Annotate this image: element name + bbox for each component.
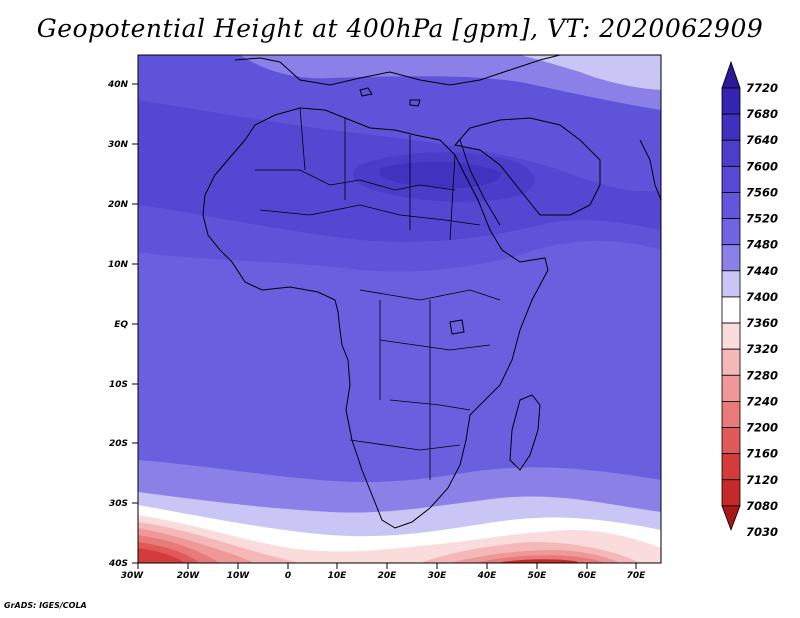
colorbar-top-arrow [721, 60, 741, 89]
border-5 [349, 300, 461, 480]
map-title: Geopotential Height at 400hPa [gpm], VT:… [36, 14, 764, 43]
colorbar-label: 7030 [746, 525, 778, 539]
colorbar-label: 7680 [746, 107, 778, 121]
lake-victoria [449, 319, 465, 335]
europe-coast [234, 55, 561, 86]
border-1 [255, 169, 456, 191]
colorbar-segment [721, 139, 741, 167]
colorbar-label: 7200 [746, 421, 778, 435]
coastlines [202, 55, 661, 529]
colorbar-segment [721, 322, 741, 350]
colorbar-segment [721, 374, 741, 402]
colorbar: 7720 7680 7640 7600 7560 7520 7480 7440 7400 7360… [721, 60, 778, 539]
credit-text: GrADS: IGES/COLA [4, 601, 87, 610]
colorbar-label: 7080 [746, 499, 778, 513]
madagascar [509, 394, 541, 471]
colorbar-label: 7440 [746, 264, 778, 278]
lat-label: 20S [109, 439, 128, 449]
colorbar-segment [721, 165, 741, 193]
colorbar-segment [721, 453, 741, 481]
colorbar-label: 7600 [746, 159, 778, 173]
colorbar-segment [721, 270, 741, 298]
lat-label: EQ [114, 320, 128, 330]
lon-label: 30E [428, 571, 448, 581]
lon-label: 0 [285, 571, 291, 581]
lat-label: 20N [108, 200, 129, 210]
lat-label: 40N [107, 80, 129, 90]
lat-label: 30N [108, 140, 129, 150]
colorbar-label: 7480 [746, 238, 778, 252]
colorbar-segment [721, 348, 741, 376]
colorbar-segment [721, 427, 741, 455]
contour-7440 [240, 55, 661, 110]
contour-7400 [520, 55, 661, 90]
colorbar-segment [721, 401, 741, 428]
colorbar-segment [721, 192, 741, 219]
red-sea [459, 139, 501, 226]
contour-7120 [138, 548, 185, 563]
colorbar-bottom-arrow [721, 505, 741, 532]
border-4 [359, 289, 501, 411]
lon-label: 60E [578, 571, 598, 581]
mediterranean-islands [359, 87, 421, 107]
lon-label: 50E [528, 571, 548, 581]
colorbar-label: 7160 [746, 447, 778, 461]
plot-frame [137, 54, 662, 564]
lon-axis: 30W 20W 10W 0 10E 20E 30E 40E 50E 60E 70… [121, 563, 646, 581]
india-coast [639, 139, 661, 201]
colorbar-segment [721, 296, 741, 324]
colorbar-label: 7640 [746, 133, 778, 147]
lat-label: 10N [108, 260, 129, 270]
lon-label: 20W [177, 571, 201, 581]
colorbar-label: 7120 [746, 473, 778, 487]
africa-coastline [202, 107, 549, 529]
colorbar-segment [721, 244, 741, 272]
lat-axis: 40N 30N 20N 10N EQ 10S 20S 30S 40S [107, 80, 138, 569]
lon-label: 20E [378, 571, 398, 581]
colorbar-label: 7320 [746, 342, 778, 356]
colorbar-label: 7360 [746, 316, 778, 330]
colorbar-label: 7240 [746, 394, 778, 408]
lat-label: 30S [109, 499, 128, 509]
colorbar-segment [721, 87, 741, 115]
colorbar-label: 7400 [746, 290, 778, 304]
colorbar-segment [721, 113, 741, 141]
lat-label: 10S [109, 380, 128, 390]
contour-7080 [495, 559, 580, 563]
colorbar-label: 7520 [746, 212, 778, 226]
colorbar-segment [721, 479, 741, 507]
arabia-coast [454, 117, 601, 216]
lon-label: 70E [627, 571, 647, 581]
border-3 [299, 107, 456, 241]
colorbar-segment [721, 218, 741, 246]
lon-label: 40E [477, 571, 498, 581]
lon-label: 10E [328, 571, 348, 581]
lat-label: 40S [108, 559, 128, 569]
colorbar-label: 7560 [746, 185, 778, 199]
lon-label: 30W [121, 571, 145, 581]
contour-field [138, 55, 661, 563]
colorbar-label: 7720 [746, 81, 778, 95]
colorbar-label: 7280 [746, 368, 778, 382]
lon-label: 10W [227, 571, 251, 581]
